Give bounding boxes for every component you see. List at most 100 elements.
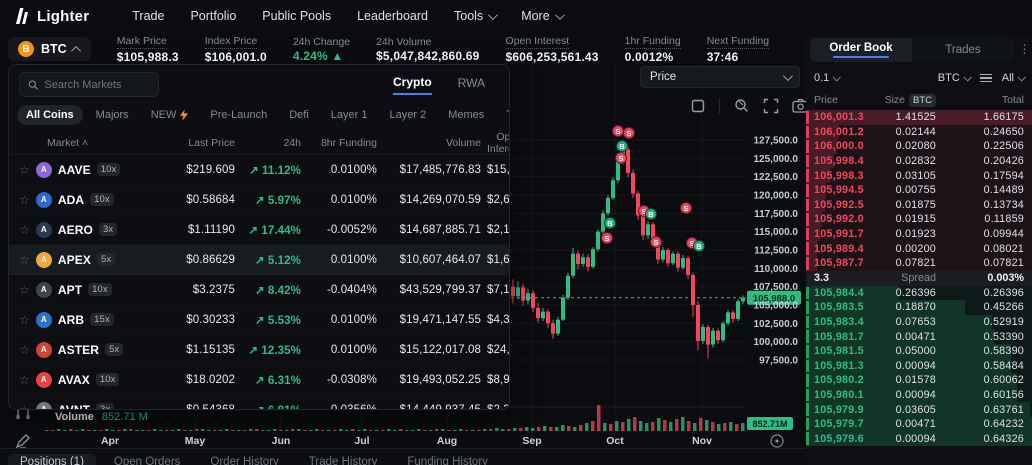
coin-icon-avax: A (35, 371, 52, 388)
axis-settings-icon[interactable] (770, 434, 784, 448)
market-symbol: AVAX (57, 372, 90, 387)
size-cell: 1.41525 (895, 111, 936, 124)
market-row-ARB[interactable]: ☆ A ARB 15x $0.30233 ↗ 5.53% 0.0100% $19,471,14… (9, 305, 509, 335)
asset-tab-rwa[interactable]: RWA (457, 75, 485, 90)
bottom-tab-open-orders[interactable]: Open Orders (113, 456, 181, 465)
nav-item-leaderboard[interactable]: Leaderboard (344, 3, 441, 29)
brand-logo[interactable]: Lighter (14, 7, 89, 25)
tab-trades[interactable]: Trades (912, 38, 1014, 62)
market-row-ADA[interactable]: ☆ A ADA 10x $0.58684 ↗ 5.97% 0.0100% $14,269,07… (9, 185, 509, 215)
depth-bar (806, 241, 817, 256)
bottom-tab-order-history[interactable]: Order History (210, 456, 279, 465)
candle-body (516, 287, 520, 297)
book-layout-icon[interactable] (979, 73, 992, 83)
bid-row[interactable]: 105,981.3 0.00094 0.58484 (806, 358, 1032, 374)
stat-label: Next Funding (706, 34, 770, 49)
bottom-tab-funding-history[interactable]: Funding History (407, 456, 488, 465)
price-cell: 105,987.7 (814, 257, 864, 270)
favorite-star-icon[interactable]: ☆ (19, 372, 30, 387)
bid-row[interactable]: 105,983.4 0.07653 0.52919 (806, 314, 1032, 330)
chart-series-style-dropdown[interactable]: Price (640, 66, 800, 88)
favorite-star-icon[interactable]: ☆ (19, 282, 30, 297)
ask-row[interactable]: 105,992.0 0.01915 0.11859 (806, 212, 1032, 227)
column-header-market[interactable]: Market ˄ (47, 137, 89, 149)
market-row-APEX[interactable]: ☆ A APEX 5x $0.86629 ↗ 5.12% 0.0100% $10,607,46… (9, 245, 509, 275)
depth-dropdown[interactable]: All (1002, 72, 1026, 84)
favorite-star-icon[interactable]: ☆ (19, 192, 30, 207)
filter-majors[interactable]: Majors (87, 105, 138, 125)
bottom-tab-trade-history[interactable]: Trade History (308, 456, 378, 465)
bid-row[interactable]: 105,980.1 0.00094 0.60156 (806, 387, 1032, 403)
market-row-AVNT[interactable]: ☆ A AVNT 3x $0.54368 ↗ 6.81% 0.0356% $14,449,93… (9, 395, 509, 410)
total-column-header: Total (1001, 94, 1024, 106)
filter-pre-launch[interactable]: Pre-Launch (201, 105, 276, 125)
more-options-icon[interactable]: ⋮ (1018, 42, 1032, 56)
column-header-last-price[interactable]: Last Price (188, 137, 235, 149)
tab-order-book[interactable]: Order Book (810, 38, 912, 62)
nav-item-public-pools[interactable]: Public Pools (249, 3, 344, 29)
nav-item-trade[interactable]: Trade (119, 3, 177, 29)
search-box[interactable] (19, 72, 159, 97)
indicator-search-icon[interactable] (733, 97, 750, 114)
filter-the-dogs[interactable]: The Dogs (497, 105, 509, 125)
asset-tab-crypto[interactable]: Crypto (392, 75, 432, 95)
fullscreen-icon[interactable] (763, 98, 779, 114)
favorite-star-icon[interactable]: ☆ (19, 162, 30, 177)
size-accent-bar (806, 432, 809, 446)
filter-all-coins[interactable]: All Coins (17, 105, 83, 125)
size-accent-bar (806, 169, 809, 182)
bid-row[interactable]: 105,981.5 0.05000 0.58390 (806, 343, 1032, 359)
asks-list: 106,001.3 1.41525 1.66175 106,001.2 0.02144 0… (806, 110, 1032, 271)
tick-size-dropdown[interactable]: 0.1 (814, 72, 842, 84)
bottom-tab-positions-1-[interactable]: Positions (1) (8, 454, 96, 465)
filter-new[interactable]: NEW (142, 105, 198, 125)
filter-layer-1[interactable]: Layer 1 (322, 105, 377, 125)
leverage-badge: 3x (98, 223, 118, 236)
unit-dropdown[interactable]: BTC (938, 72, 972, 84)
ask-row[interactable]: 106,001.3 1.41525 1.66175 (806, 110, 1032, 125)
nav-item-more[interactable]: More (508, 3, 574, 29)
search-input[interactable] (44, 78, 150, 91)
bid-row[interactable]: 105,983.5 0.18870 0.45266 (806, 300, 1032, 315)
ask-row[interactable]: 105,989.4 0.00200 0.08021 (806, 241, 1032, 256)
depth-bar (806, 226, 820, 242)
favorite-star-icon[interactable]: ☆ (19, 342, 30, 357)
column-header-24h[interactable]: 24h (283, 137, 301, 149)
market-row-ASTER[interactable]: ☆ A ASTER 5x $1.15135 ↗ 12.35% 0.0100% $15,122,… (9, 335, 509, 365)
ask-row[interactable]: 106,000.0 0.02080 0.22506 (806, 139, 1032, 154)
market-table-header: Market ˄ Last Price 24h 8hr Funding Volume Op… (9, 131, 509, 155)
favorite-star-icon[interactable]: ☆ (19, 402, 30, 410)
ask-row[interactable]: 105,992.5 0.01875 0.13734 (806, 197, 1032, 213)
ask-row[interactable]: 105,987.7 0.07821 0.07821 (806, 255, 1032, 271)
market-row-AERO[interactable]: ☆ A AERO 3x $1.11190 ↗ 17.44% -0.0052% $14,687,… (9, 215, 509, 245)
market-row-APT[interactable]: ☆ A APT 10x $3.2375 ↗ 8.42% -0.0404% $43,529,79… (9, 275, 509, 305)
candle-style-icon[interactable] (690, 98, 706, 114)
favorite-star-icon[interactable]: ☆ (19, 312, 30, 327)
market-row-AAVE[interactable]: ☆ A AAVE 10x $219.609 ↗ 11.12% 0.0100% $17,485,… (9, 155, 509, 185)
ask-row[interactable]: 105,998.4 0.02832 0.20426 (806, 153, 1032, 169)
favorite-star-icon[interactable]: ☆ (19, 252, 30, 267)
bid-row[interactable]: 105,979.9 0.03605 0.63761 (806, 402, 1032, 417)
ask-row[interactable]: 106,001.2 0.02144 0.24650 (806, 124, 1032, 140)
favorite-star-icon[interactable]: ☆ (19, 222, 30, 237)
nav-item-tools[interactable]: Tools (441, 3, 508, 29)
filter-defi[interactable]: Defi (280, 105, 318, 125)
market-selector[interactable]: B BTC (8, 37, 91, 61)
volume-bar (237, 430, 241, 431)
bid-row[interactable]: 105,979.7 0.00471 0.64232 (806, 416, 1032, 432)
column-header-volume[interactable]: Volume (445, 137, 481, 149)
nav-item-portfolio[interactable]: Portfolio (177, 3, 249, 29)
bid-row[interactable]: 105,980.2 0.01578 0.60062 (806, 373, 1032, 388)
filter-label: Layer 1 (330, 109, 368, 121)
ask-row[interactable]: 105,994.5 0.00755 0.14489 (806, 182, 1032, 198)
filter-memes[interactable]: Memes (439, 105, 493, 125)
bid-row[interactable]: 105,979.6 0.00094 0.64326 (806, 431, 1032, 447)
ask-row[interactable]: 105,998.3 0.03105 0.17594 (806, 168, 1032, 183)
column-header-8hr-funding[interactable]: 8hr Funding (320, 137, 377, 149)
bid-row[interactable]: 105,981.7 0.00471 0.53390 (806, 329, 1032, 344)
filter-layer-2[interactable]: Layer 2 (381, 105, 436, 125)
column-header-open-interest[interactable]: Open Interest (487, 131, 510, 155)
bid-row[interactable]: 105,984.4 0.26396 0.26396 (806, 285, 1032, 301)
market-row-AVAX[interactable]: ☆ A AVAX 10x $18.0202 ↗ 6.31% -0.0308% $19,493,… (9, 365, 509, 395)
ask-row[interactable]: 105,991.7 0.01923 0.09944 (806, 226, 1032, 242)
